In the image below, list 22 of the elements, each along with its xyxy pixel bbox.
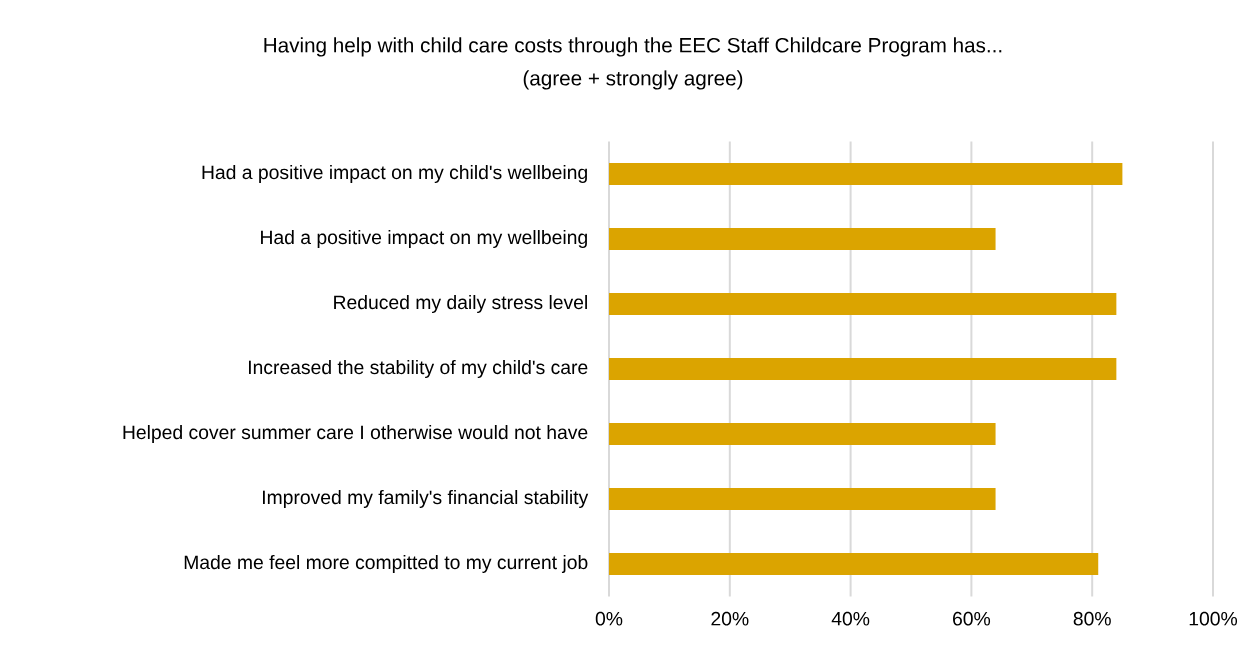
bar — [609, 292, 1117, 315]
x-tick-label: 20% — [711, 611, 749, 626]
bar — [609, 422, 996, 445]
x-tick-label: 80% — [1073, 611, 1111, 626]
chart-title: Having help with child care costs through the EEC Staff Childcare Program has... — [264, 37, 1002, 57]
bar — [609, 487, 996, 510]
y-tick-label: Had a positive impact on my wellbeing — [261, 229, 587, 249]
y-tick-label: Had a positive impact on my child's wellbeing — [202, 164, 587, 184]
y-tick-label: Increased the stability of my child's care — [248, 359, 588, 379]
chart-subtitle: (agree + strongly agree) — [523, 70, 743, 90]
x-tick-label: 0% — [595, 611, 623, 626]
bar — [609, 163, 1123, 185]
y-tick-label: Reduced my daily stress level — [334, 294, 587, 314]
y-tick-label: Made me feel more compitted to my current job — [184, 554, 588, 573]
x-tick-label: 60% — [953, 611, 991, 626]
bar — [609, 552, 1099, 575]
y-tick-label: Helped cover summer care I otherwise would not have — [123, 424, 588, 443]
x-tick-label: 40% — [831, 611, 870, 626]
x-tick-label: 100% — [1189, 611, 1238, 626]
bar — [609, 358, 1117, 380]
y-tick-label: Improved my family's financial stability — [262, 489, 589, 508]
bar — [609, 228, 996, 250]
